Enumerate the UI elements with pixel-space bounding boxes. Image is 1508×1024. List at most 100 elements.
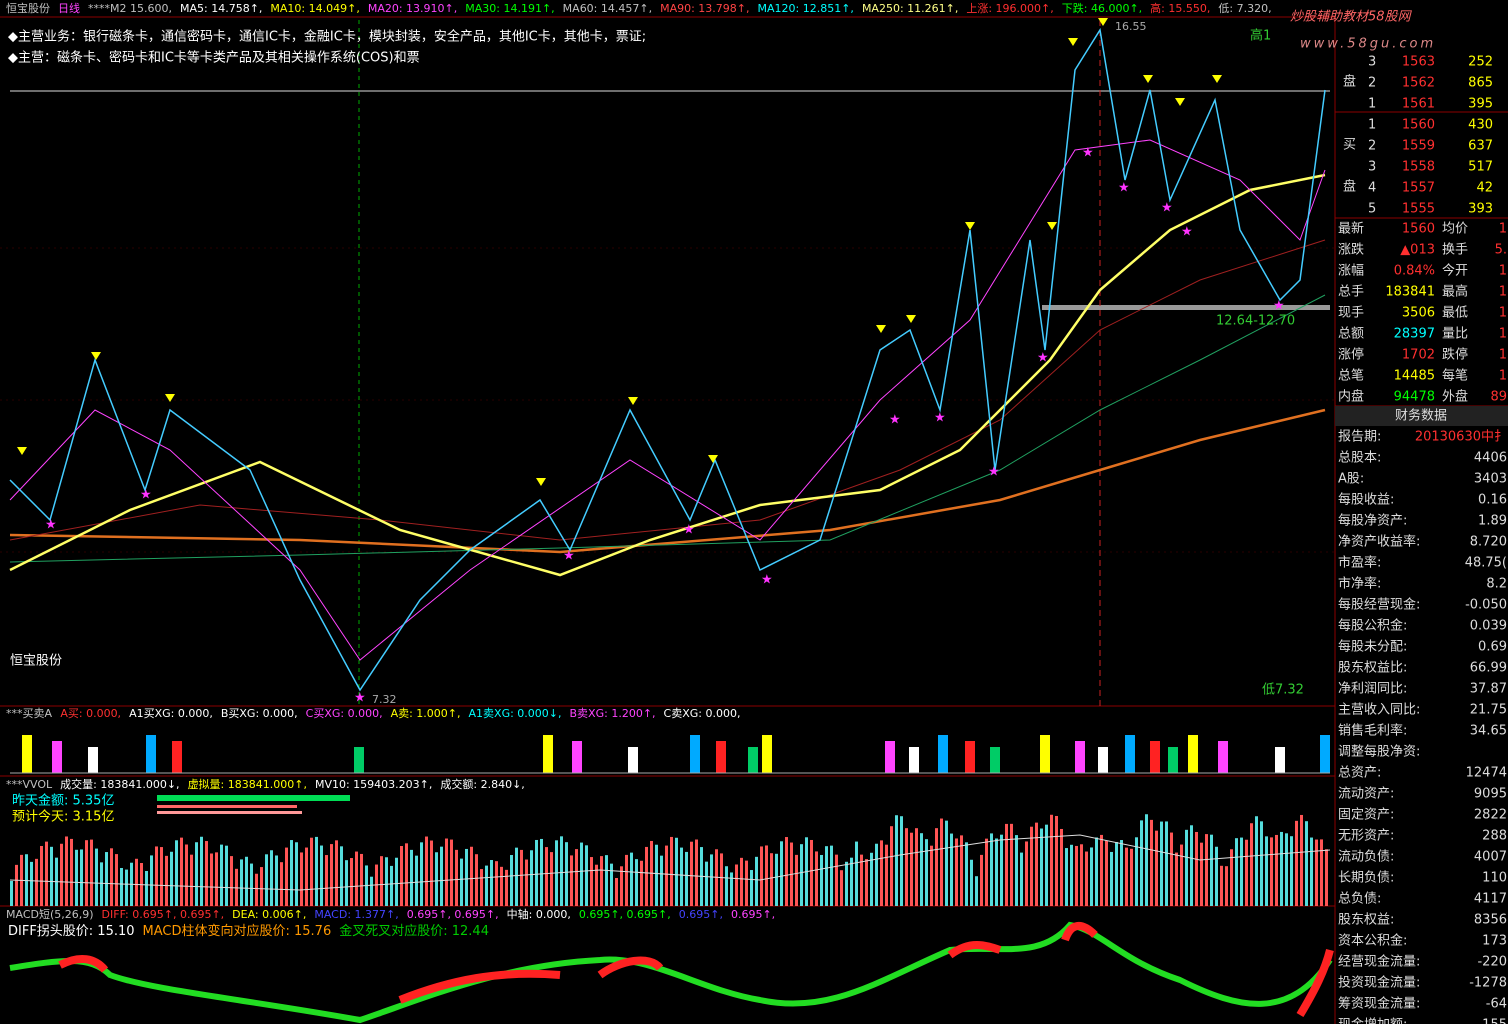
indicator: MACD柱体变向对应股价: 15.76 [143,923,332,939]
volume-bar-decor [785,837,788,906]
volume-bar-decor [680,847,683,906]
volume-bar-decor [160,847,163,906]
volume: 865 [1468,76,1493,91]
volume-bar-decor [620,866,623,906]
volume-bar-decor [425,836,428,906]
volume-bar-decor [150,855,153,906]
volume-bar-decor [995,838,998,906]
volume-bar-decor [495,861,498,906]
finance-value: -64 [1486,997,1507,1012]
volume-bar-decor [610,863,613,906]
indicator: 成交额: 2.840↓, [440,777,524,791]
volume-bar-decor [1290,836,1293,906]
volume-bar-decor [445,838,448,906]
peak-label: 16.55 [1115,20,1147,33]
volume-bar-decor [75,849,78,906]
volume-bar-decor [410,849,413,906]
volume-bar-decor [340,846,343,906]
indicator: 恒宝股份 [6,1,50,15]
finance-label: 市净率: [1338,576,1381,592]
volume-bar-decor [1010,823,1013,906]
volume-bar-decor [1310,837,1313,906]
finance-label: 筹资现金流量: [1338,996,1420,1012]
volume-bar-decor [325,855,328,906]
indicator: A1买XG: 0.000, [129,707,213,720]
quote-value: 1 [1499,285,1507,300]
volume-bar-decor [330,844,333,906]
volume-bar-decor [275,855,278,906]
volume-bar-decor [730,872,733,906]
finance-value: 288 [1482,829,1507,844]
signal-bar-decor [146,735,156,773]
volume-bar-decor [550,852,553,906]
indicator: MA20: 13.910↑, [368,2,457,15]
volume-bar-decor [515,847,518,906]
indicator: 低: 7.320, [1218,2,1271,15]
volume-bar-decor [885,844,888,906]
volume-bar-decor [960,835,963,906]
quote-value: 89 [1490,390,1507,405]
volume-bar-decor [250,863,253,906]
volume-bar-decor [120,867,123,906]
quote-value: 3506 [1402,306,1435,321]
finance-value: 110 [1482,871,1507,886]
volume-bar-decor [80,849,83,906]
volume-bar-decor [390,865,393,906]
finance-value: 48.75( [1465,556,1507,571]
indicator: MA30: 14.191↑, [465,2,554,15]
low-label: 低7.32 [1262,683,1304,698]
signal-bar-decor [1168,747,1178,773]
svg-text:★: ★ [1181,225,1193,240]
volume-bar-decor [575,849,578,906]
svg-text:★: ★ [683,523,695,538]
volume-bar-decor [725,866,728,906]
quote-label: 总手 [1338,285,1364,300]
volume-bar-decor [335,840,338,906]
volume-bar-decor [910,832,913,906]
volume-bar-decor [1230,849,1233,906]
volume-bar-decor [1280,831,1283,906]
volume-bar-decor [1325,849,1328,906]
volume-bar-decor [760,846,763,906]
indicator: MA60: 14.457↑, [563,2,652,15]
quote-value: 1 [1499,222,1507,237]
quote-label: 内盘 [1338,389,1364,405]
volume-bar-decor [780,841,783,906]
buy-signals: ★ ★ ★ ★ ★ ★ ★ ★ ★ ★ ★ ★ ★ ★ ★ [45,146,1285,706]
finance-label: 总负债: [1338,892,1381,907]
volume-bar-decor [900,816,903,906]
volume-bar-decor [1240,837,1243,906]
volume-bar-decor [1095,837,1098,906]
ma-line [9,173,1326,577]
volume-bar-decor [1105,840,1108,906]
volume-bar-decor [755,856,758,906]
indicator: A1卖XG: 0.000↓, [469,707,562,720]
volume-bar-decor [560,836,563,906]
quote-label: 每笔 [1442,368,1468,384]
finance-value: 0.69 [1478,640,1507,655]
today-estimate: 预计今天: 3.15亿 [12,809,114,825]
svg-text:★: ★ [761,573,773,588]
volume-bar-decor [485,865,488,906]
quote-value: 1 [1499,369,1507,384]
volume-bar-decor [660,855,663,906]
volume-bar-decor [50,846,53,906]
volume-bar-decor [1115,841,1118,906]
volume-bar-decor [220,844,223,906]
volume-bar-decor [190,854,193,906]
grid [0,247,1335,553]
macd-indicators: MACD短(5,26,9) DIFF: 0.695↑, 0.695↑, DEA: 0… [6,907,775,921]
price: 1558 [1402,160,1435,175]
header-indicators: 恒宝股份 日线 ****M2 15.600, MA5: 14.758↑, MA10: 1… [6,1,1272,15]
volume-bar-decor [655,844,658,906]
volume-bar-decor [1260,821,1263,906]
finance-value: 66.99 [1470,661,1507,676]
quote-value: 1 [1499,348,1507,363]
quote-value: 5. [1495,243,1507,258]
finance-value: 4406 [1474,451,1507,466]
volume-bar-decor [200,836,203,906]
quote-value: ▲013 [1400,243,1435,258]
finance-label: 销售毛利率: [1338,723,1407,739]
volume-bar-decor [460,858,463,906]
